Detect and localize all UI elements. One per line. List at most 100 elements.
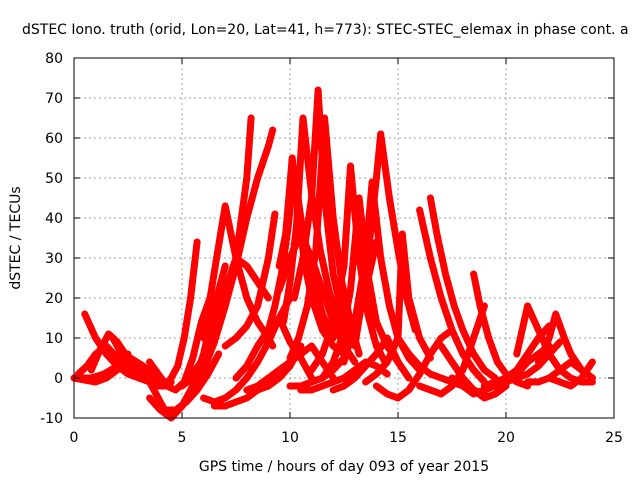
- data-point: [265, 326, 272, 334]
- data-point: [485, 334, 492, 342]
- data-point: [168, 410, 175, 418]
- data-point: [178, 402, 186, 410]
- data-point: [589, 374, 596, 382]
- data-point: [340, 382, 348, 390]
- data-point: [265, 374, 272, 382]
- data-point: [276, 262, 283, 270]
- data-point: [271, 210, 279, 218]
- data-point: [297, 350, 304, 358]
- data-point: [427, 254, 434, 262]
- data-point: [118, 350, 125, 358]
- y-tick-label: 40: [45, 211, 63, 227]
- data-point: [127, 354, 134, 362]
- series-16: [210, 342, 305, 410]
- data-point: [103, 350, 110, 358]
- data-point: [204, 370, 212, 378]
- data-point: [291, 294, 298, 302]
- data-point: [448, 326, 456, 334]
- data-point: [243, 322, 250, 330]
- data-point: [312, 246, 320, 254]
- data-point: [451, 302, 458, 310]
- data-point: [293, 222, 300, 230]
- data-point: [373, 318, 380, 326]
- data-point: [513, 366, 520, 374]
- data-point: [405, 350, 412, 358]
- data-point: [330, 270, 337, 278]
- data-point: [276, 286, 283, 294]
- data-point: [321, 194, 328, 202]
- series-trace: [290, 86, 354, 342]
- y-tick-label: -10: [40, 411, 63, 427]
- data-point: [556, 366, 564, 374]
- data-point: [150, 386, 158, 394]
- data-point: [330, 386, 337, 394]
- data-point: [139, 366, 147, 374]
- data-point: [373, 382, 380, 390]
- data-point: [265, 254, 272, 262]
- data-point: [304, 302, 311, 310]
- data-point: [567, 350, 574, 358]
- data-point: [271, 302, 279, 310]
- data-point: [286, 354, 294, 362]
- data-point: [567, 374, 574, 382]
- data-point: [438, 374, 445, 382]
- data-point: [282, 230, 289, 238]
- data-point: [364, 310, 371, 318]
- data-point: [347, 162, 354, 170]
- data-point: [355, 350, 363, 358]
- y-tick-label: 70: [45, 91, 63, 107]
- data-point: [556, 378, 564, 386]
- data-point: [481, 394, 488, 402]
- data-point: [200, 354, 207, 362]
- data-point: [308, 366, 315, 374]
- data-point: [114, 362, 121, 370]
- series-trace: [426, 194, 499, 382]
- data-layer: [70, 86, 596, 422]
- series-trace: [372, 326, 456, 402]
- data-point: [330, 318, 337, 326]
- data-point: [561, 334, 568, 342]
- data-point: [578, 374, 585, 382]
- data-point: [470, 366, 477, 374]
- data-point: [211, 402, 218, 410]
- data-point: [427, 370, 434, 378]
- data-point: [243, 374, 250, 382]
- y-tick-label: 0: [54, 371, 63, 387]
- series-47: [545, 358, 596, 390]
- data-point: [308, 342, 315, 350]
- data-point: [546, 334, 553, 342]
- data-point: [524, 350, 531, 358]
- data-point: [351, 358, 358, 366]
- series-34: [372, 326, 456, 402]
- data-point: [340, 262, 348, 270]
- data-point: [286, 382, 294, 390]
- data-point: [589, 358, 596, 366]
- data-point: [373, 362, 380, 370]
- data-point: [114, 354, 121, 362]
- data-point: [373, 350, 380, 358]
- data-point: [222, 286, 229, 294]
- data-point: [92, 334, 99, 342]
- data-point: [222, 202, 229, 210]
- x-axis-label: GPS time / hours of day 093 of year 2015: [199, 459, 489, 475]
- data-point: [222, 342, 229, 350]
- data-point: [187, 294, 194, 302]
- data-point: [299, 114, 307, 122]
- x-tick-label: 10: [281, 430, 299, 446]
- data-point: [109, 334, 117, 342]
- data-point: [546, 350, 553, 358]
- data-point: [157, 402, 164, 410]
- data-point: [81, 310, 88, 318]
- data-point: [243, 214, 250, 222]
- data-point: [476, 302, 484, 310]
- data-point: [470, 270, 477, 278]
- series-trace: [189, 254, 272, 378]
- data-point: [232, 374, 240, 382]
- data-point: [319, 350, 326, 358]
- data-point: [427, 350, 434, 358]
- data-point: [135, 370, 142, 378]
- data-point: [127, 362, 134, 370]
- y-tick-label: 30: [45, 251, 63, 267]
- data-point: [459, 326, 466, 334]
